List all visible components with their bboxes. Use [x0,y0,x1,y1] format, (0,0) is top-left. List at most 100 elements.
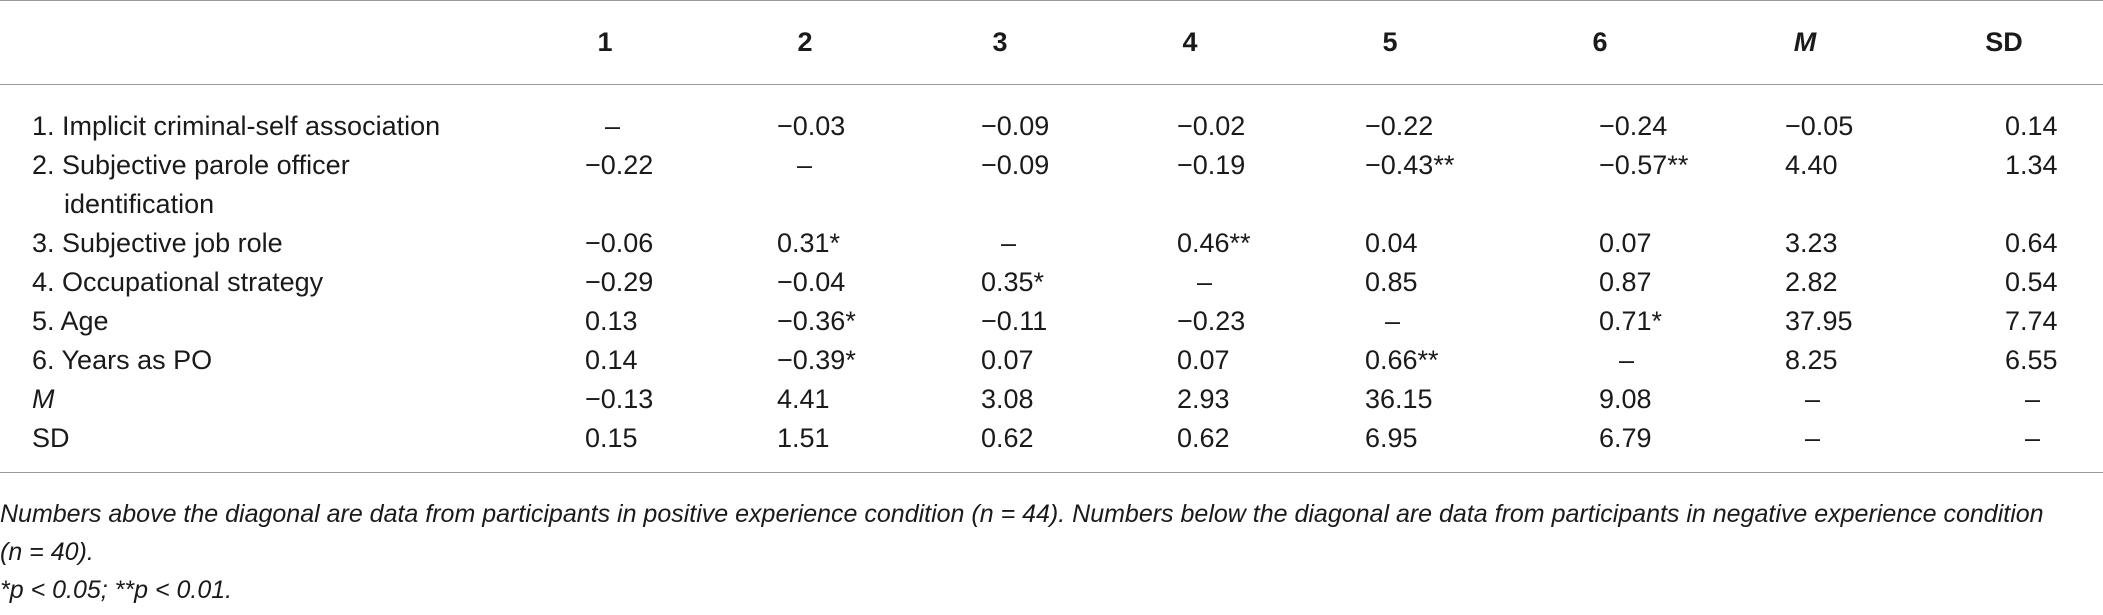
row-label-text: 2. Subjective parole officer [32,150,350,180]
table-cell: 0.54 [1905,263,2103,302]
table-cell: −0.05 [1705,85,1905,147]
table-row: 6. Years as PO 0.14 −0.39* 0.07 0.07 0.66** – 8… [0,341,2103,380]
table-cell: – [1905,380,2103,419]
cell-value: – [1805,384,1821,414]
table-cell: 0.62 [905,419,1095,473]
cell-value: 3.08 [981,384,1034,414]
table-cell: 0.85 [1285,263,1495,302]
cell-value: 0.85 [1365,267,1418,297]
table-footnotes: Numbers above the diagonal are data from… [0,495,2060,609]
cell-value: – [1197,267,1213,297]
table-cell: 2.93 [1095,380,1285,419]
cell-value: 8.25 [1785,345,1838,375]
table-cell: – [1095,263,1285,302]
header-cell-mean: M [1705,0,1905,85]
table-cell: 4.40 [1705,146,1905,224]
table-cell: 0.14 [505,341,705,380]
row-label-text: SD [32,423,70,453]
correlation-table: 1 2 3 4 5 6 M SD 1. Implicit criminal-se… [0,0,2103,473]
row-label: 4. Occupational strategy [0,263,505,302]
table-cell: −0.04 [705,263,905,302]
row-label: 3. Subjective job role [0,224,505,263]
table-body: 1. Implicit criminal-self association – −0… [0,85,2103,473]
cell-value: −0.39* [777,345,856,375]
cell-value: – [605,111,621,141]
cell-value: 36.15 [1365,384,1433,414]
table-row: SD 0.15 1.51 0.62 0.62 6.95 6.79 – – [0,419,2103,473]
row-label: 6. Years as PO [0,341,505,380]
table-cell: 0.31* [705,224,905,263]
table-cell: −0.13 [505,380,705,419]
cell-value: −0.04 [777,267,846,297]
cell-value: −0.19 [1177,150,1246,180]
row-label-text: 1. Implicit criminal-self association [32,111,441,141]
cell-value: – [2025,423,2041,453]
table-cell: – [1905,419,2103,473]
cell-value: −0.23 [1177,306,1246,336]
table-cell: 9.08 [1495,380,1705,419]
table-row: 3. Subjective job role −0.06 0.31* – 0.46** 0… [0,224,2103,263]
cell-value: 0.46** [1177,228,1251,258]
cell-value: 0.07 [981,345,1034,375]
row-label: 2. Subjective parole officer identificati… [0,146,505,224]
table-cell: −0.11 [905,302,1095,341]
cell-value: 0.35* [981,267,1045,297]
table-cell: 36.15 [1285,380,1495,419]
header-cell-1: 1 [505,0,705,85]
cell-value: 0.31* [777,228,841,258]
cell-value: 0.66** [1365,345,1439,375]
row-label-text: 5. Age [32,306,109,336]
cell-value: −0.13 [585,384,654,414]
table-cell: 0.13 [505,302,705,341]
table-cell: 0.04 [1285,224,1495,263]
cell-value: −0.22 [1365,111,1434,141]
cell-value: 2.82 [1785,267,1838,297]
table-cell: −0.09 [905,85,1095,147]
table-cell: 0.07 [1495,224,1705,263]
table-cell: −0.57** [1495,146,1705,224]
table-cell: −0.24 [1495,85,1705,147]
cell-value: 0.07 [1599,228,1652,258]
cell-value: −0.09 [981,111,1050,141]
table-cell: 0.66** [1285,341,1495,380]
cell-value: 1.34 [2005,150,2058,180]
cell-value: 0.62 [981,423,1034,453]
table-cell: 0.07 [1095,341,1285,380]
table-cell: −0.06 [505,224,705,263]
row-label-text: 3. Subjective job role [32,228,283,258]
table-cell: −0.09 [905,146,1095,224]
table-cell: 1.51 [705,419,905,473]
cell-value: 6.55 [2005,345,2058,375]
footnote-diagonal: Numbers above the diagonal are data from… [0,500,2044,566]
cell-value: 0.04 [1365,228,1418,258]
header-cell-3: 3 [905,0,1095,85]
table-cell: −0.19 [1095,146,1285,224]
header-cell-6: 6 [1495,0,1705,85]
table-cell: 0.64 [1905,224,2103,263]
table-cell: −0.29 [505,263,705,302]
table-cell: −0.02 [1095,85,1285,147]
table-cell: 37.95 [1705,302,1905,341]
header-cell-4: 4 [1095,0,1285,85]
table-cell: −0.36* [705,302,905,341]
table-cell: 0.35* [905,263,1095,302]
table-cell: 0.87 [1495,263,1705,302]
cell-value: 6.95 [1365,423,1418,453]
cell-value: 0.15 [585,423,638,453]
header-cell-5: 5 [1285,0,1495,85]
table-cell: −0.22 [505,146,705,224]
cell-value: −0.24 [1599,111,1668,141]
cell-value: −0.29 [585,267,654,297]
table-header-row: 1 2 3 4 5 6 M SD [0,0,2103,85]
table-cell: – [1495,341,1705,380]
cell-value: 0.14 [585,345,638,375]
table-cell: 0.14 [1905,85,2103,147]
cell-value: 37.95 [1785,306,1853,336]
table-cell: −0.43** [1285,146,1495,224]
table-row: 1. Implicit criminal-self association – −0… [0,85,2103,147]
cell-value: – [1805,423,1821,453]
cell-value: 0.54 [2005,267,2058,297]
cell-value: 3.23 [1785,228,1838,258]
row-label-text: 4. Occupational strategy [32,267,324,297]
table-cell: – [1285,302,1495,341]
